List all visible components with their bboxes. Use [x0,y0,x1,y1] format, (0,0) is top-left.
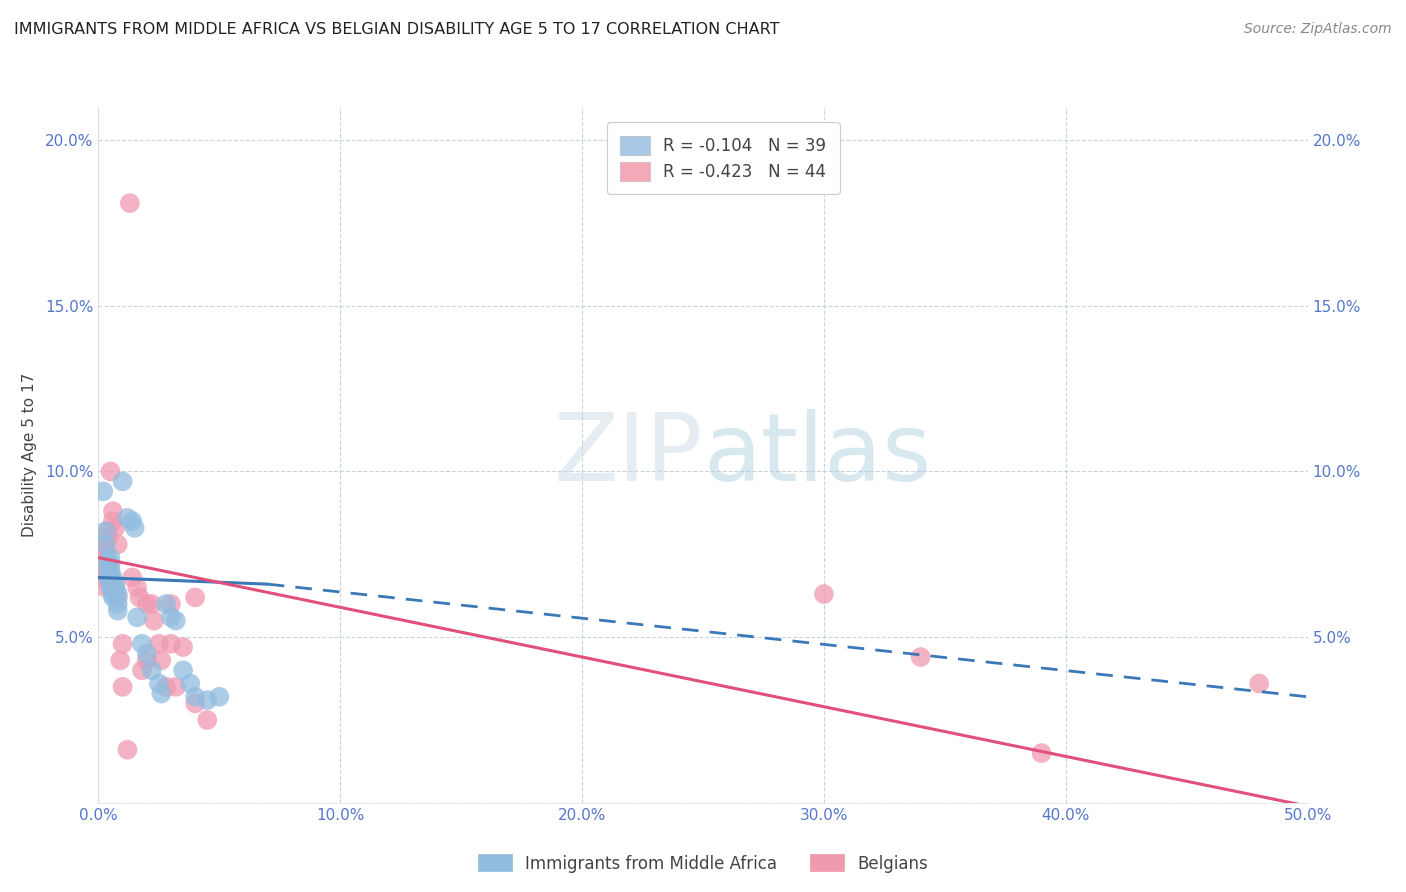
Point [160,597,183,611]
Point [94,547,117,561]
Point [97,531,120,545]
Legend: Immigrants from Middle Africa, Belgians: Immigrants from Middle Africa, Belgians [471,847,935,880]
Point [104,581,127,595]
Point [111,475,134,489]
Point [135,647,157,661]
Point [141,597,163,611]
Point [184,591,207,605]
Point [101,587,124,601]
Point [813,587,835,601]
Point [111,680,134,694]
Point [97,570,120,584]
Point [148,637,170,651]
Point [150,686,173,700]
Point [101,570,124,584]
Point [100,581,122,595]
Point [128,591,150,605]
Point [160,610,183,624]
Point [107,597,129,611]
Point [155,597,177,611]
Point [100,577,122,591]
Point [100,567,122,582]
Y-axis label: Disability Age 5 to 17: Disability Age 5 to 17 [22,373,37,537]
Legend: R = -0.104   N = 39, R = -0.423   N = 44: R = -0.104 N = 39, R = -0.423 N = 44 [607,122,839,194]
Point [108,653,131,667]
Point [100,564,122,578]
Point [118,196,141,211]
Point [1031,746,1053,760]
Point [94,541,117,555]
Point [94,581,117,595]
Point [91,484,114,499]
Point [97,554,120,568]
Point [107,537,129,551]
Point [111,637,134,651]
Point [101,581,124,595]
Point [127,581,149,595]
Point [160,637,183,651]
Point [107,591,129,605]
Point [117,743,139,757]
Point [184,690,207,704]
Point [91,570,114,584]
Point [104,577,127,591]
Point [104,583,127,598]
Point [195,693,218,707]
Point [100,558,122,572]
Point [101,514,124,528]
Point [107,604,129,618]
Point [100,574,122,588]
Point [150,653,173,667]
Point [91,554,114,568]
Point [94,564,117,578]
Point [104,521,127,535]
Point [131,637,153,651]
Point [141,663,163,677]
Point [148,676,170,690]
Point [100,550,122,565]
Point [101,591,124,605]
Text: ZIP: ZIP [554,409,703,501]
Point [127,610,149,624]
Point [117,511,139,525]
Point [1249,676,1271,690]
Text: Source: ZipAtlas.com: Source: ZipAtlas.com [1244,22,1392,37]
Point [121,514,143,528]
Point [100,570,122,584]
Point [910,650,932,665]
Point [143,614,166,628]
Point [155,680,177,694]
Point [107,587,129,601]
Point [195,713,218,727]
Point [208,690,231,704]
Point [94,524,117,538]
Point [165,614,187,628]
Point [100,465,122,479]
Point [97,560,120,574]
Point [172,640,194,654]
Point [97,524,120,538]
Point [101,504,124,518]
Point [131,663,153,677]
Point [124,521,146,535]
Point [135,653,157,667]
Point [179,676,201,690]
Point [172,663,194,677]
Point [121,570,143,584]
Text: atlas: atlas [703,409,931,501]
Point [184,697,207,711]
Point [94,537,117,551]
Point [165,680,187,694]
Text: IMMIGRANTS FROM MIDDLE AFRICA VS BELGIAN DISABILITY AGE 5 TO 17 CORRELATION CHAR: IMMIGRANTS FROM MIDDLE AFRICA VS BELGIAN… [14,22,779,37]
Point [135,597,157,611]
